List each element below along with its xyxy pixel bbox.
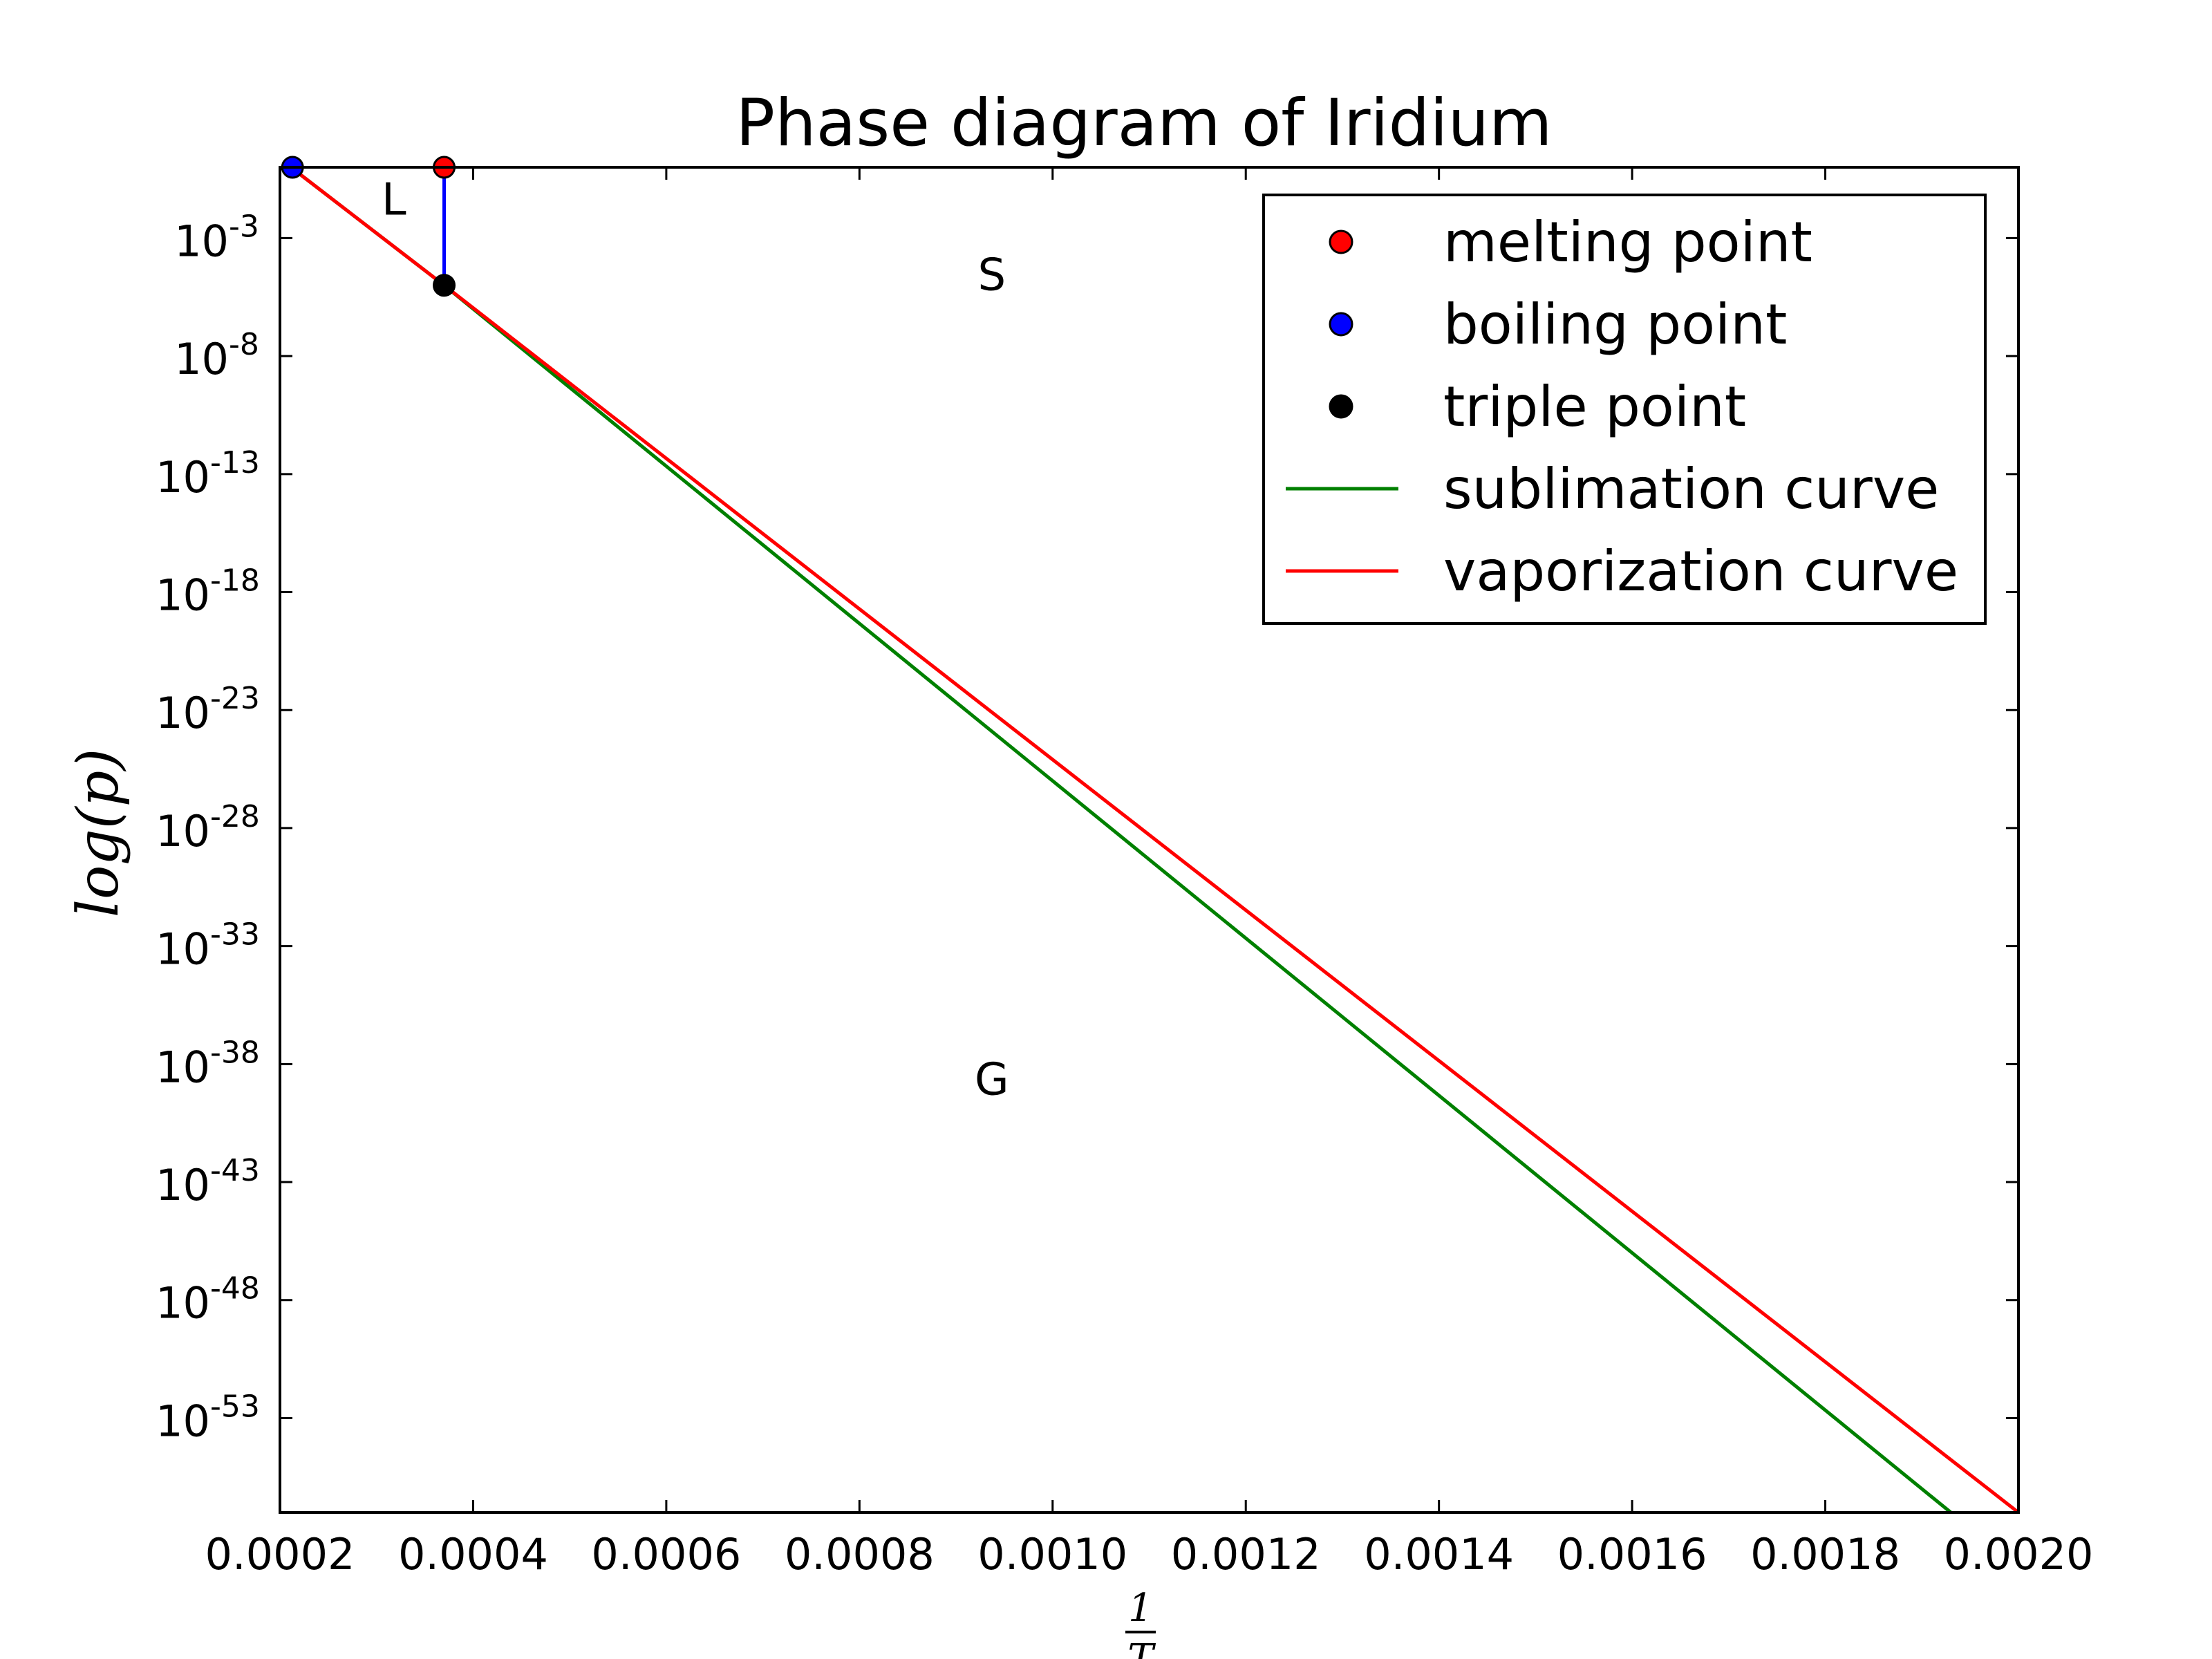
y-tick-exponent: -48 <box>210 1271 260 1306</box>
y-tick-label: 10 -43 <box>156 1153 260 1210</box>
y-tick-exponent: -33 <box>210 917 260 953</box>
y-tick-label: 10 -8 <box>174 327 259 384</box>
y-tick-exponent: -23 <box>210 681 260 716</box>
y-tick-base: 10 <box>156 1396 210 1446</box>
y-tick-exponent: -38 <box>210 1035 260 1070</box>
legend-marker-melting-point <box>1329 229 1353 254</box>
y-tick-base: 10 <box>156 924 210 975</box>
legend-marker-boiling-point <box>1329 312 1353 337</box>
y-tick-base: 10 <box>156 688 210 738</box>
regions-layer: L S G <box>382 174 1009 1105</box>
y-tick-exponent: -8 <box>229 327 259 362</box>
y-tick-base: 10 <box>174 334 229 384</box>
y-tick-base: 10 <box>156 806 210 856</box>
x-tick-label: 0.0008 <box>785 1529 935 1580</box>
legend-label-sublimation-curve: sublimation curve <box>1443 457 1939 521</box>
y-tick-label: 10 -13 <box>156 445 260 503</box>
y-tick-exponent: -18 <box>210 563 260 599</box>
region-label-g: G <box>975 1055 1009 1106</box>
x-tick-label: 0.0018 <box>1750 1529 1900 1580</box>
y-tick-base: 10 <box>156 1160 210 1210</box>
y-tick-base: 10 <box>156 570 210 621</box>
y-tick-label: 10 -28 <box>156 799 260 856</box>
axes-layer: 0.0002 0.0004 0.0006 0.0008 0.0010 0.0012 0.00… <box>156 166 2094 1580</box>
y-tick-exponent: -43 <box>210 1153 260 1188</box>
legend-label-triple-point: triple point <box>1443 375 1746 439</box>
y-tick-label: 10 -18 <box>156 563 260 621</box>
y-tick-exponent: -3 <box>229 209 259 244</box>
triple-point-marker <box>433 274 456 297</box>
plot-frame <box>279 166 2020 1514</box>
y-tick-exponent: -28 <box>210 799 260 834</box>
y-tick-label: 10 -38 <box>156 1035 260 1092</box>
region-label-l: L <box>382 174 406 225</box>
legend-marker-triple-point <box>1329 394 1353 419</box>
legend-label-vaporization-curve: vaporization curve <box>1443 539 1958 603</box>
x-axis-label: 1 T <box>1125 1586 1156 1659</box>
legend: melting point boiling point triple point su… <box>1262 194 1987 625</box>
chart-title: Phase diagram of Iridium <box>735 86 1552 161</box>
y-tick-base: 10 <box>174 216 229 266</box>
x-tick-label: 0.0016 <box>1557 1529 1707 1580</box>
legend-label-melting-point: melting point <box>1443 210 1812 274</box>
x-tick-label: 0.0012 <box>1171 1529 1321 1580</box>
legend-box <box>1262 194 1987 625</box>
y-tick-label: 10 -53 <box>156 1389 260 1446</box>
y-tick-exponent: -13 <box>210 445 260 480</box>
legend-label-boiling-point: boiling point <box>1443 292 1787 357</box>
x-tick-label: 0.0020 <box>1944 1529 2094 1580</box>
y-tick-label: 10 -3 <box>174 209 259 266</box>
x-label-denominator: T <box>1127 1636 1156 1659</box>
y-tick-base: 10 <box>156 1042 210 1092</box>
region-label-s: S <box>977 250 1006 301</box>
y-tick-base: 10 <box>156 452 210 503</box>
x-tick-label: 0.0004 <box>398 1529 548 1580</box>
y-tick-base: 10 <box>156 1278 210 1329</box>
y-axis-label: log(p) <box>66 749 131 918</box>
y-tick-label: 10 -48 <box>156 1271 260 1329</box>
x-label-numerator: 1 <box>1128 1586 1153 1631</box>
x-tick-label: 0.0002 <box>205 1529 355 1580</box>
x-tick-label: 0.0014 <box>1364 1529 1514 1580</box>
y-tick-label: 10 -23 <box>156 681 260 738</box>
y-tick-exponent: -53 <box>210 1389 260 1424</box>
x-tick-label: 0.0010 <box>977 1529 1127 1580</box>
x-tick-label: 0.0006 <box>591 1529 741 1580</box>
y-tick-label: 10 -33 <box>156 917 260 975</box>
